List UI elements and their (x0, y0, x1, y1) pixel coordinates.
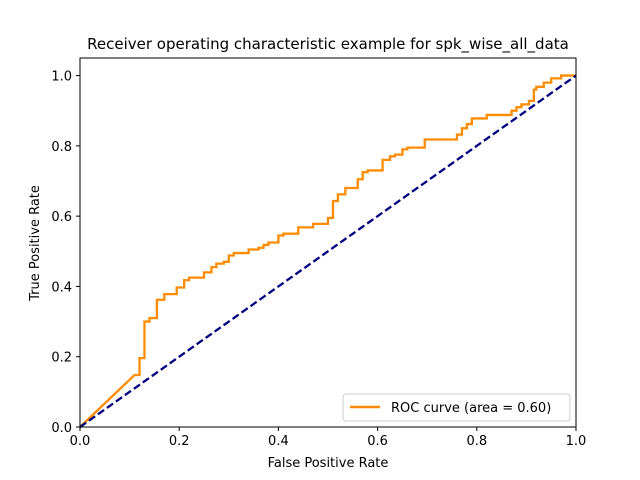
legend: ROC curve (area = 0.60) (342, 393, 571, 422)
x-tick-label: 0.6 (367, 434, 388, 449)
x-tick-label: 1.0 (566, 434, 587, 449)
x-tick-label: 0.2 (169, 434, 190, 449)
y-tick-label: 0.0 (51, 421, 72, 436)
legend-box (342, 393, 571, 422)
x-tick-label: 0.0 (70, 434, 91, 449)
y-tick-label: 1.0 (51, 70, 72, 85)
chart-title: Receiver operating characteristic exampl… (87, 35, 569, 54)
roc-curve-line (79, 74, 576, 428)
x-axis-label: False Positive Rate (268, 456, 389, 471)
y-axis-label: True Positive Rate (28, 185, 43, 302)
x-tick-label: 0.4 (268, 434, 289, 449)
legend-label-roc: ROC curve (area = 0.60) (391, 401, 551, 416)
y-tick-label: 0.6 (51, 210, 72, 225)
x-tick-label: 0.8 (466, 434, 487, 449)
plot-frame (79, 57, 577, 428)
y-tick-label: 0.4 (51, 280, 72, 295)
y-tick-label: 0.2 (51, 351, 72, 366)
y-tick-label: 0.8 (51, 140, 72, 155)
plot-area: 0.0 0.2 0.4 0.6 0.8 1.0 0.0 0.2 0.4 0.6 0.8 1.0 (51, 57, 587, 449)
chance-diagonal-line (79, 74, 577, 428)
